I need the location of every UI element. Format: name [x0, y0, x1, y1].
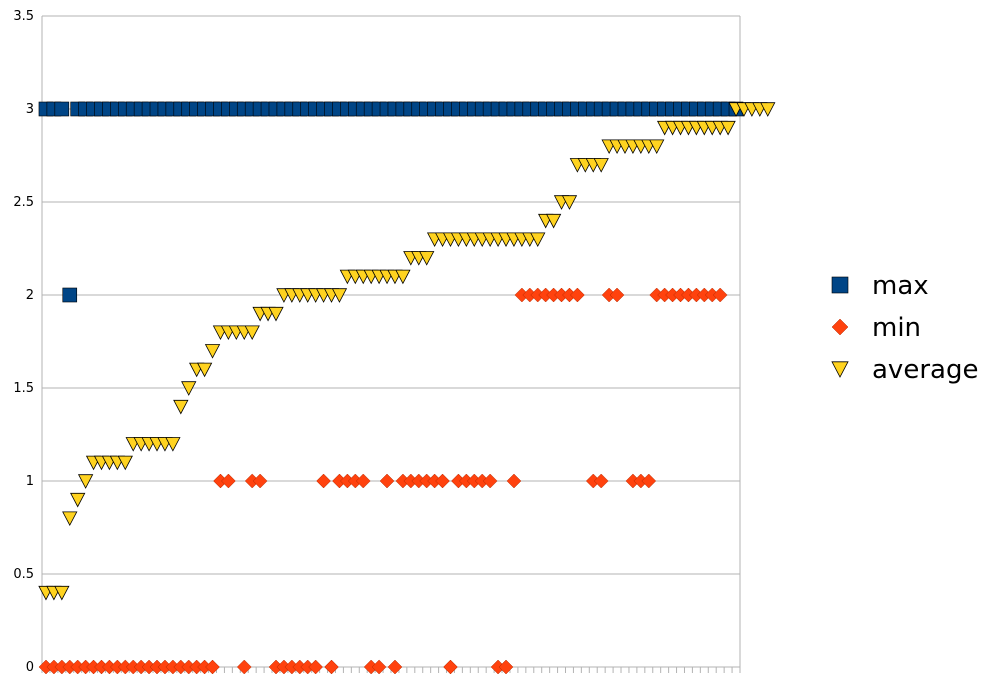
min-point	[435, 473, 450, 489]
y-tick-label: 1	[26, 474, 34, 489]
min-point	[316, 473, 331, 489]
average-point	[204, 344, 221, 359]
legend-marker-min	[831, 318, 849, 336]
average-point	[419, 251, 435, 266]
legend-label-average: average	[872, 355, 978, 385]
min-point	[252, 473, 268, 489]
legend-label-max: max	[872, 271, 929, 301]
average-point	[760, 102, 776, 117]
average-point	[244, 325, 260, 341]
y-tick-label: 2	[26, 288, 34, 303]
average-point	[649, 139, 665, 155]
min-point	[443, 659, 458, 675]
y-axis-tick-labels: 0 0.5 1 1.5 2 2.5 3 3.5	[13, 9, 34, 675]
average-point	[181, 381, 197, 396]
average-point	[196, 362, 213, 378]
average-point	[593, 158, 609, 173]
min-point	[205, 659, 220, 675]
min-point	[609, 287, 625, 303]
y-tick-label: 3.5	[13, 9, 34, 24]
series-min-points	[38, 287, 728, 675]
average-point	[165, 437, 181, 452]
average-point	[62, 511, 78, 527]
min-point	[221, 473, 236, 489]
average-point	[70, 492, 86, 508]
legend-marker-max	[831, 276, 849, 294]
average-point	[54, 585, 70, 601]
min-point	[387, 659, 403, 675]
y-tick-label: 2.5	[13, 195, 34, 210]
average-point	[173, 399, 189, 415]
min-point	[712, 287, 728, 303]
average-point	[268, 306, 284, 322]
y-tick-label: 1.5	[13, 381, 34, 396]
average-point	[117, 455, 133, 471]
min-point	[498, 659, 514, 675]
min-point	[324, 659, 339, 675]
min-point	[570, 287, 585, 303]
y-tick-label: 0	[26, 660, 34, 675]
average-point	[545, 213, 562, 229]
average-point	[395, 269, 411, 285]
series-max-points	[38, 101, 744, 303]
average-point	[720, 120, 736, 136]
legend-label-min: min	[872, 313, 921, 343]
min-point	[371, 659, 387, 675]
min-point	[482, 473, 498, 489]
min-point	[593, 473, 609, 489]
min-point	[308, 659, 324, 675]
max-point	[62, 287, 78, 303]
legend: max min average	[831, 271, 978, 385]
legend-marker-average	[831, 361, 849, 378]
y-tick-label: 0.5	[13, 567, 34, 582]
min-point	[379, 473, 395, 489]
max-point	[54, 101, 70, 117]
min-point	[355, 473, 371, 489]
average-point	[331, 288, 348, 303]
min-point	[506, 473, 522, 489]
average-point	[561, 195, 578, 210]
min-point	[236, 659, 252, 675]
average-point	[77, 474, 94, 489]
min-point	[641, 473, 657, 489]
series-average-points	[38, 102, 776, 601]
y-tick-label: 3	[26, 102, 34, 117]
average-point	[530, 232, 546, 248]
